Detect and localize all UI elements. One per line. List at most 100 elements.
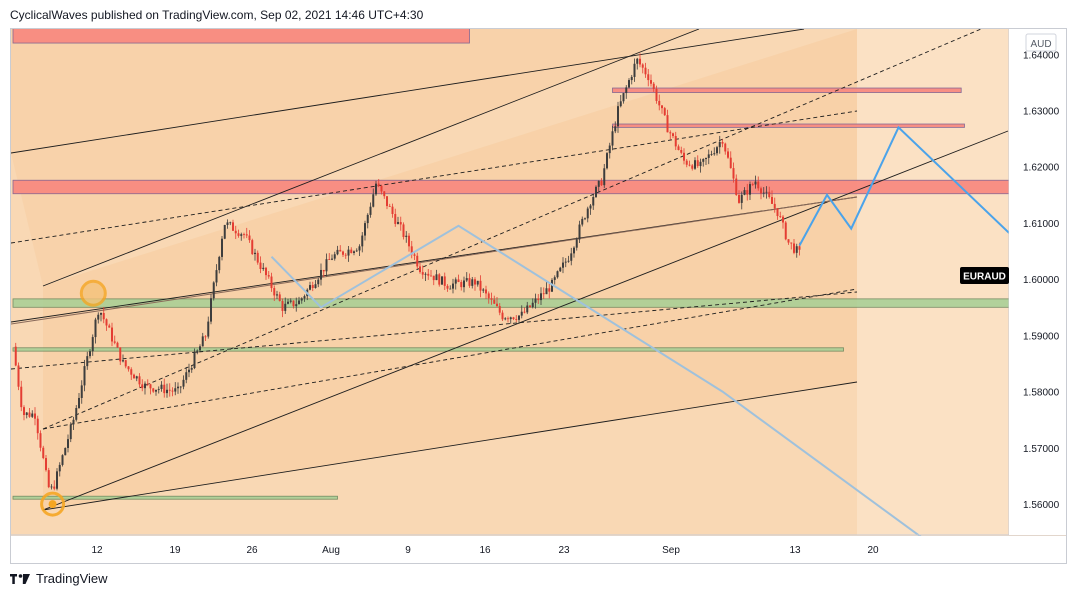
- dashed-line-2: [42, 29, 982, 430]
- price-chart[interactable]: 1.64000 1.63000 1.62000 1.61000 1.60000 1.590…: [11, 29, 1067, 564]
- candle-body: [619, 101, 622, 107]
- candle-body: [639, 58, 641, 65]
- candle-body: [460, 282, 463, 288]
- candle-body: [122, 360, 124, 362]
- projection-line: [798, 125, 1066, 289]
- y-tick-label: 1.61000: [1023, 219, 1060, 230]
- time-axis-area[interactable]: [11, 536, 1067, 564]
- publish-header: CyclicalWaves published on TradingView.c…: [10, 8, 423, 22]
- x-tick-label: 26: [246, 545, 258, 556]
- candle-body: [641, 64, 644, 68]
- footer-brand[interactable]: TradingView: [10, 571, 108, 586]
- candle-body: [58, 464, 61, 472]
- candle-body: [520, 311, 523, 316]
- candle-body: [39, 433, 42, 448]
- candle-body: [234, 230, 237, 234]
- candle-body: [647, 74, 650, 81]
- candle-body: [64, 447, 67, 456]
- candle-body: [91, 337, 94, 352]
- resistance-zone-2: [612, 87, 962, 93]
- x-tick-label: 23: [558, 545, 570, 556]
- candle-body: [34, 413, 36, 419]
- candle-body: [757, 181, 760, 189]
- candle-body: [108, 325, 111, 328]
- candle-body: [218, 256, 221, 271]
- candle-body: [171, 390, 174, 392]
- candle-body: [545, 288, 548, 295]
- candle-body: [749, 184, 751, 195]
- candle-body: [281, 300, 284, 311]
- candle-body: [20, 386, 23, 408]
- candle-body: [650, 80, 652, 84]
- candle-body: [309, 285, 311, 290]
- candle-body: [397, 222, 399, 224]
- candle-body: [454, 279, 457, 284]
- currency-badge[interactable]: [1025, 33, 1057, 52]
- candle-body: [80, 385, 83, 398]
- upper-channel-fill: [11, 29, 699, 286]
- candle-body: [188, 369, 190, 373]
- candle-body: [562, 262, 564, 268]
- candle-body: [683, 152, 685, 161]
- candle-body: [149, 384, 152, 389]
- candle-body: [179, 386, 182, 388]
- chart-frame[interactable]: 1.64000 1.63000 1.62000 1.61000 1.60000 1.590…: [10, 28, 1067, 564]
- candle-body: [608, 145, 611, 154]
- candle-body: [157, 388, 160, 390]
- candle-body: [518, 315, 520, 320]
- candle-body: [617, 106, 619, 127]
- candle-body: [633, 63, 636, 77]
- candle-body: [663, 108, 666, 116]
- projection-paths: [270, 125, 1066, 542]
- candle-body: [394, 214, 397, 224]
- candle-body: [691, 165, 694, 169]
- candle-body: [408, 235, 410, 247]
- candle-body: [474, 279, 476, 285]
- candle-body: [380, 185, 383, 192]
- time-axis: 12 19 26 Aug 9 16 23 Sep 13 20: [91, 545, 879, 556]
- candle-body: [793, 243, 795, 253]
- candle-body: [311, 285, 314, 288]
- candle-body: [606, 153, 608, 169]
- candle-body: [595, 186, 597, 198]
- candle-body: [490, 298, 493, 300]
- candle-body: [432, 275, 435, 281]
- candle-body: [716, 147, 718, 154]
- candle-body: [47, 470, 50, 488]
- candle-body: [493, 299, 496, 304]
- candle-body: [795, 246, 798, 253]
- dashed-line-3: [11, 291, 858, 370]
- candle-body: [14, 346, 17, 366]
- candle-body: [67, 439, 69, 448]
- candle-body: [534, 298, 537, 303]
- candle-body: [386, 196, 388, 207]
- candle-body: [237, 233, 240, 236]
- candle-body: [732, 168, 735, 179]
- candles: [14, 53, 801, 491]
- candle-body: [102, 313, 105, 320]
- candle-body: [256, 252, 259, 263]
- candle-body: [471, 279, 474, 286]
- price-axis: 1.64000 1.63000 1.62000 1.61000 1.60000 1.590…: [1023, 50, 1060, 511]
- candle-body: [592, 197, 595, 206]
- candle-body: [336, 249, 339, 255]
- candle-body: [174, 388, 177, 392]
- candle-body: [672, 133, 674, 137]
- candle-body: [740, 194, 743, 203]
- candle-body: [570, 253, 573, 261]
- x-tick-label: 19: [169, 545, 181, 556]
- candle-body: [589, 205, 592, 209]
- swing-pivot-ring: [79, 279, 107, 307]
- author-name[interactable]: CyclicalWaves: [10, 8, 88, 22]
- candle-body: [212, 282, 215, 299]
- candle-body: [355, 250, 358, 252]
- candle-body: [402, 224, 405, 237]
- candle-body: [636, 58, 639, 64]
- candle-body: [548, 288, 551, 292]
- price-axis-area[interactable]: [1009, 29, 1067, 535]
- candle-body: [369, 206, 372, 215]
- candle-body: [152, 388, 155, 392]
- x-tick-label: Aug: [322, 545, 340, 556]
- main-channel-fill: [43, 29, 857, 510]
- candle-body: [364, 223, 366, 236]
